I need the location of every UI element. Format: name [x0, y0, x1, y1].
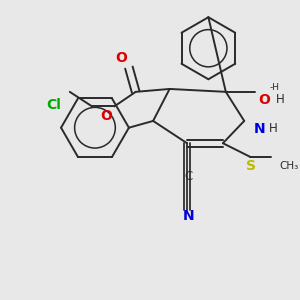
Text: H: H — [276, 93, 284, 106]
Text: N: N — [254, 122, 266, 136]
Text: S: S — [246, 160, 256, 173]
Text: C: C — [185, 170, 193, 183]
Text: O: O — [259, 93, 271, 106]
Text: CH₃: CH₃ — [279, 161, 298, 172]
Text: O: O — [115, 51, 127, 65]
Text: H: H — [269, 122, 278, 135]
Text: N: N — [183, 209, 195, 223]
Text: Cl: Cl — [46, 98, 62, 112]
Text: O: O — [101, 109, 112, 123]
Text: -H: -H — [269, 82, 279, 91]
